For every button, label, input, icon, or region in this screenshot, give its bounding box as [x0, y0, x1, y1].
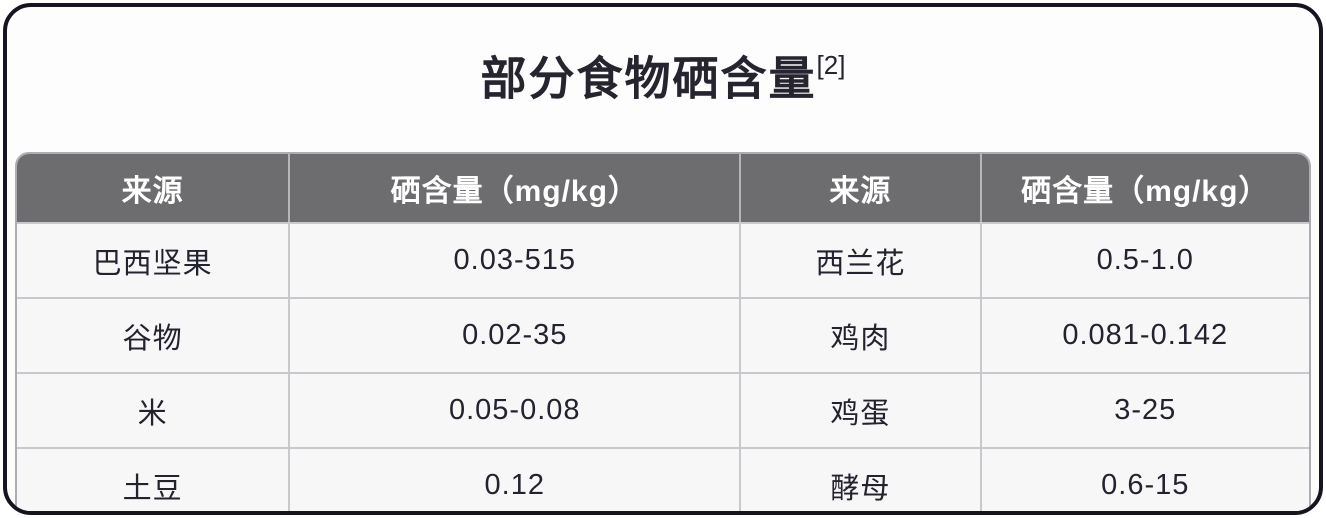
- cell-selenium-content: 0.5-1.0: [979, 222, 1309, 298]
- selenium-content-table: 来源 硒含量（mg/kg） 来源 硒含量（mg/kg） 巴西坚果 0.03-51…: [15, 152, 1311, 511]
- cell-selenium-content: 0.03-515: [288, 222, 740, 298]
- title-reference-superscript: [2]: [816, 50, 846, 80]
- cell-source: 鸡蛋: [739, 372, 980, 448]
- cell-source: 巴西坚果: [17, 222, 289, 298]
- cell-source: 西兰花: [739, 222, 980, 298]
- col-header-source-right: 来源: [739, 154, 980, 223]
- cell-source: 酵母: [739, 447, 980, 511]
- table-row: 巴西坚果 0.03-515 西兰花 0.5-1.0: [17, 222, 1309, 298]
- header-row: 来源 硒含量（mg/kg） 来源 硒含量（mg/kg）: [17, 154, 1309, 223]
- cell-source: 谷物: [17, 297, 289, 373]
- cell-selenium-content: 3-25: [979, 372, 1309, 448]
- col-header-selenium-left: 硒含量（mg/kg）: [288, 154, 740, 223]
- cell-source: 米: [17, 372, 289, 448]
- table-row: 谷物 0.02-35 鸡肉 0.081-0.142: [17, 297, 1309, 373]
- table-row: 米 0.05-0.08 鸡蛋 3-25: [17, 372, 1309, 448]
- cell-source: 土豆: [17, 447, 289, 511]
- cell-selenium-content: 0.6-15: [979, 447, 1309, 511]
- cell-selenium-content: 0.081-0.142: [979, 297, 1309, 373]
- cell-selenium-content: 0.02-35: [288, 297, 740, 373]
- cell-selenium-content: 0.05-0.08: [288, 372, 740, 448]
- table-row: 土豆 0.12 酵母 0.6-15: [17, 447, 1309, 511]
- cell-selenium-content: 0.12: [288, 447, 740, 511]
- data-table: 来源 硒含量（mg/kg） 来源 硒含量（mg/kg） 巴西坚果 0.03-51…: [17, 154, 1309, 511]
- outer-frame: 部分食物硒含量[2] 来源 硒含量（mg/kg） 来源 硒含量（mg/kg） 巴…: [3, 3, 1323, 515]
- page-title: 部分食物硒含量[2]: [7, 41, 1319, 107]
- col-header-source-left: 来源: [17, 154, 289, 223]
- col-header-selenium-right: 硒含量（mg/kg）: [979, 154, 1309, 223]
- title-text: 部分食物硒含量: [480, 52, 817, 105]
- cell-source: 鸡肉: [739, 297, 980, 373]
